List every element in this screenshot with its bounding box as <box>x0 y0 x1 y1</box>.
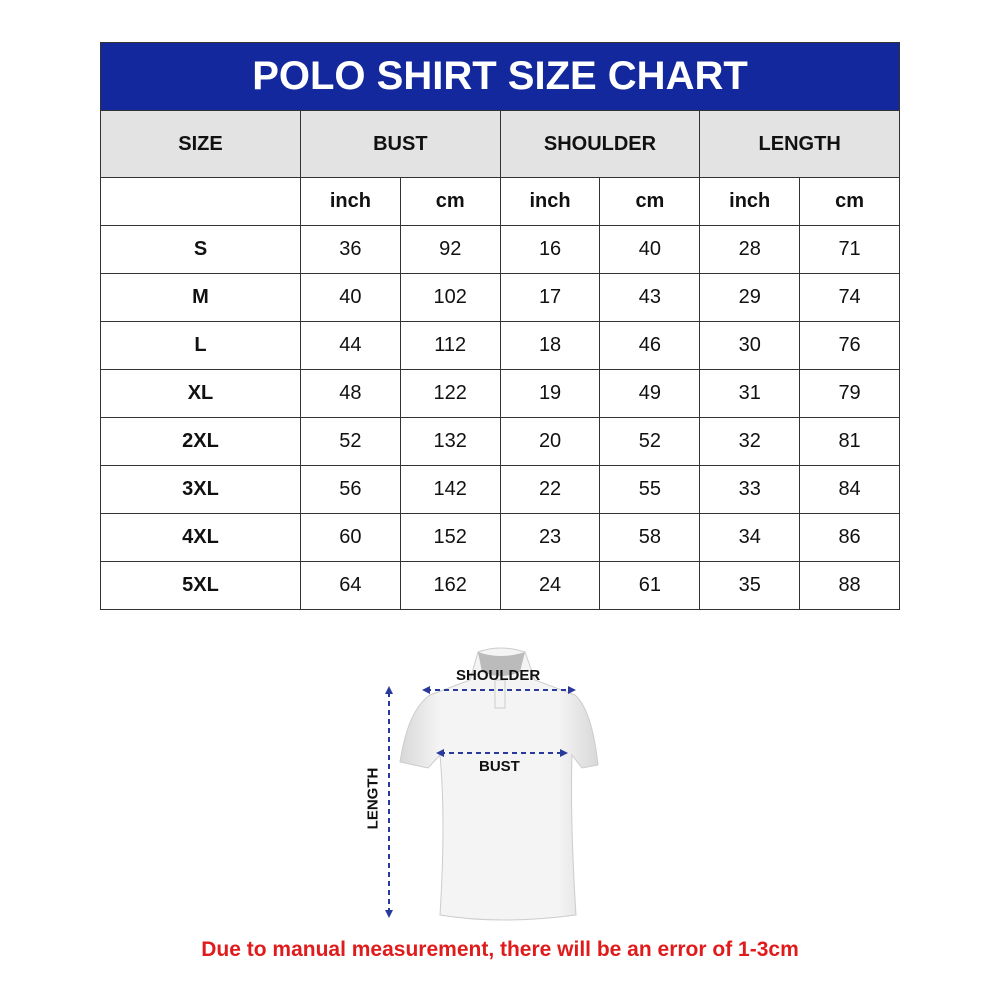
value-cell: 29 <box>699 273 801 322</box>
header-shoulder: SHOULDER <box>499 110 701 178</box>
value-cell: 36 <box>300 225 401 274</box>
value-cell: 35 <box>699 561 801 610</box>
value-cell: 112 <box>399 321 501 370</box>
shoulder-label: SHOULDER <box>456 667 541 684</box>
size-cell: M <box>100 273 301 322</box>
unit-inch: inch <box>300 177 401 226</box>
value-cell: 81 <box>799 417 900 466</box>
size-cell: 4XL <box>100 513 301 562</box>
value-cell: 24 <box>499 561 601 610</box>
unit-cm: cm <box>799 177 900 226</box>
table-row: XL 48 122 19 49 31 79 <box>100 369 900 418</box>
chart-title: POLO SHIRT SIZE CHART <box>100 42 900 111</box>
bust-label: BUST <box>479 758 520 775</box>
unit-inch: inch <box>499 177 601 226</box>
value-cell: 61 <box>599 561 701 610</box>
value-cell: 64 <box>300 561 401 610</box>
value-cell: 58 <box>599 513 701 562</box>
table-row: M 40 102 17 43 29 74 <box>100 273 900 322</box>
value-cell: 92 <box>399 225 501 274</box>
value-cell: 44 <box>300 321 401 370</box>
table-row: 4XL 60 152 23 58 34 86 <box>100 513 900 562</box>
table-row: L 44 112 18 46 30 76 <box>100 321 900 370</box>
value-cell: 122 <box>399 369 501 418</box>
polo-shirt-icon <box>385 647 599 921</box>
value-cell: 19 <box>499 369 601 418</box>
unit-cm: cm <box>599 177 701 226</box>
value-cell: 32 <box>699 417 801 466</box>
value-cell: 84 <box>799 465 900 514</box>
unit-inch: inch <box>699 177 801 226</box>
table-row: S 36 92 16 40 28 71 <box>100 225 900 274</box>
value-cell: 76 <box>799 321 900 370</box>
value-cell: 132 <box>399 417 501 466</box>
empty-cell <box>100 177 301 226</box>
value-cell: 33 <box>699 465 801 514</box>
value-cell: 18 <box>499 321 601 370</box>
value-cell: 162 <box>399 561 501 610</box>
size-cell: XL <box>100 369 301 418</box>
value-cell: 31 <box>699 369 801 418</box>
size-cell: 2XL <box>100 417 301 466</box>
value-cell: 49 <box>599 369 701 418</box>
value-cell: 60 <box>300 513 401 562</box>
value-cell: 74 <box>799 273 900 322</box>
value-cell: 22 <box>499 465 601 514</box>
size-cell: L <box>100 321 301 370</box>
length-label: LENGTH <box>364 767 382 830</box>
value-cell: 152 <box>399 513 501 562</box>
value-cell: 30 <box>699 321 801 370</box>
value-cell: 102 <box>399 273 501 322</box>
header-length: LENGTH <box>699 110 900 178</box>
value-cell: 52 <box>599 417 701 466</box>
table-row: 2XL 52 132 20 52 32 81 <box>100 417 900 466</box>
size-chart-table: POLO SHIRT SIZE CHART SIZE BUST SHOULDER… <box>100 42 900 610</box>
value-cell: 71 <box>799 225 900 274</box>
value-cell: 23 <box>499 513 601 562</box>
value-cell: 17 <box>499 273 601 322</box>
size-cell: 5XL <box>100 561 301 610</box>
size-cell: 3XL <box>100 465 301 514</box>
value-cell: 48 <box>300 369 401 418</box>
value-cell: 52 <box>300 417 401 466</box>
unit-cm: cm <box>399 177 501 226</box>
value-cell: 142 <box>399 465 501 514</box>
value-cell: 43 <box>599 273 701 322</box>
size-cell: S <box>100 225 301 274</box>
value-cell: 16 <box>499 225 601 274</box>
shirt-diagram: SHOULDER BUST LENGTH <box>360 640 620 930</box>
value-cell: 46 <box>599 321 701 370</box>
value-cell: 88 <box>799 561 900 610</box>
header-size: SIZE <box>100 110 301 178</box>
value-cell: 40 <box>300 273 401 322</box>
value-cell: 56 <box>300 465 401 514</box>
header-bust: BUST <box>300 110 501 178</box>
value-cell: 79 <box>799 369 900 418</box>
value-cell: 28 <box>699 225 801 274</box>
measurement-note: Due to manual measurement, there will be… <box>201 938 799 961</box>
table-row: 5XL 64 162 24 61 35 88 <box>100 561 900 610</box>
value-cell: 86 <box>799 513 900 562</box>
value-cell: 34 <box>699 513 801 562</box>
value-cell: 20 <box>499 417 601 466</box>
value-cell: 40 <box>599 225 701 274</box>
value-cell: 55 <box>599 465 701 514</box>
table-row: 3XL 56 142 22 55 33 84 <box>100 465 900 514</box>
unit-row: inch cm inch cm inch cm <box>100 177 900 226</box>
